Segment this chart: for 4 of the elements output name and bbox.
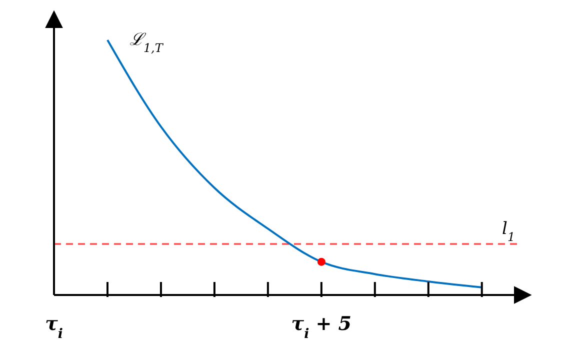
- x-tick-label: τ$_{i}$ + 5: [291, 313, 352, 341]
- series-label: ℒ$_{1,T}$: [129, 30, 164, 55]
- x-tick-label: τ$_{i}$: [45, 313, 63, 341]
- ref-line-label: l$_{1}$: [502, 219, 516, 244]
